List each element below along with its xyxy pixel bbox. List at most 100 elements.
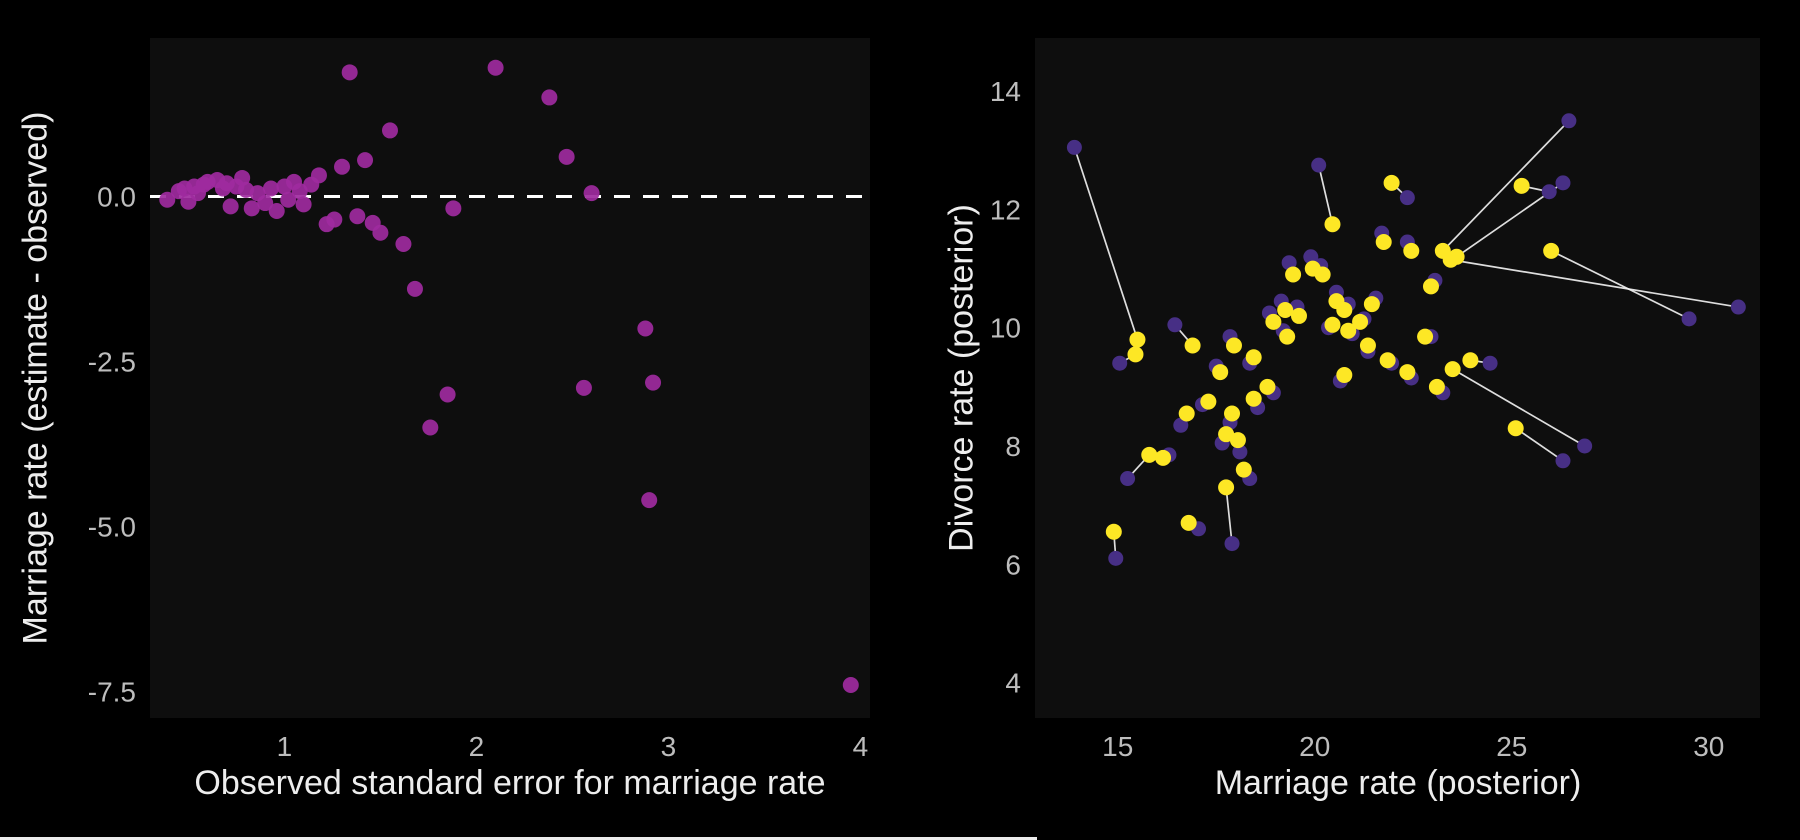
posterior-point xyxy=(1422,278,1439,295)
posterior-point xyxy=(1127,346,1144,363)
observed-point xyxy=(1555,453,1571,469)
posterior-point xyxy=(1141,446,1158,463)
x-tick-label: 20 xyxy=(1299,731,1330,762)
data-point xyxy=(439,386,456,403)
data-point xyxy=(575,379,592,396)
data-point xyxy=(382,122,398,139)
x-tick-label: 25 xyxy=(1496,731,1527,762)
data-point xyxy=(341,64,358,81)
posterior-point xyxy=(1417,328,1434,345)
posterior-point xyxy=(1340,322,1357,339)
y-axis-title-shrinkage: Divorce rate (posterior) xyxy=(942,204,981,552)
x-axis-title-shrinkage: Marriage rate (posterior) xyxy=(1214,764,1582,802)
x-axis-title-error: Observed standard error for marriage rat… xyxy=(194,764,826,802)
data-point xyxy=(372,224,389,241)
observed-point xyxy=(1173,417,1189,433)
posterior-point xyxy=(1105,523,1122,540)
x-tick-label: 3 xyxy=(661,731,677,762)
data-point xyxy=(310,167,327,184)
observed-point xyxy=(1482,355,1498,371)
data-point xyxy=(558,148,575,165)
pair-connector xyxy=(1515,427,1564,462)
posterior-point xyxy=(1444,361,1461,378)
x-tick-label: 4 xyxy=(853,731,869,762)
posterior-point xyxy=(1180,514,1197,531)
posterior-point xyxy=(1403,242,1420,259)
posterior-point xyxy=(1324,316,1341,333)
posterior-point xyxy=(1218,426,1235,443)
posterior-point xyxy=(1218,479,1235,496)
posterior-point xyxy=(1155,449,1172,466)
observed-point xyxy=(1561,113,1577,129)
observed-point xyxy=(1232,444,1248,460)
data-point xyxy=(334,158,350,175)
data-point xyxy=(445,200,462,217)
observed-point xyxy=(1167,317,1183,333)
shrinkage-scatter-svg: 15 20 25 30 4 6 8 10 12 14 xyxy=(990,38,1760,762)
observed-point xyxy=(1281,255,1297,271)
plot-panel xyxy=(150,38,870,718)
data-point xyxy=(637,320,654,337)
y-tick-label: 12 xyxy=(990,194,1021,225)
observed-point xyxy=(1730,299,1746,315)
posterior-point xyxy=(1235,461,1252,478)
observed-point xyxy=(1108,550,1124,566)
posterior-point xyxy=(1399,364,1416,381)
y-tick-label: 0.0 xyxy=(97,181,136,212)
posterior-point xyxy=(1513,177,1530,194)
panel-shrinkage-scatter: 15 20 25 30 4 6 8 10 12 14 Divorce rate (posterio… xyxy=(900,0,1800,840)
posterior-point xyxy=(1290,307,1307,324)
posterior-point xyxy=(1462,352,1479,369)
data-point xyxy=(487,59,504,76)
y-tick-label: 6 xyxy=(1005,549,1021,580)
panel-error-scatter: 1 2 3 4 0.0 -2.5 -5.0 -7.5 Marriage rate (estim… xyxy=(17,38,870,802)
y-tick-label: -2.5 xyxy=(88,346,136,377)
observed-point xyxy=(1303,249,1319,265)
x-tick-label: 30 xyxy=(1693,731,1724,762)
posterior-point xyxy=(1359,337,1376,354)
x-tick-label: 15 xyxy=(1102,731,1133,762)
y-tick-label: 10 xyxy=(990,313,1021,344)
data-point xyxy=(406,280,423,297)
posterior-point xyxy=(1543,242,1560,259)
posterior-point xyxy=(1229,432,1246,449)
posterior-point xyxy=(1265,313,1282,330)
observed-point xyxy=(1577,438,1593,454)
posterior-point xyxy=(1184,337,1201,354)
posterior-point xyxy=(1225,337,1242,354)
posterior-point xyxy=(1383,174,1400,191)
y-tick-label: 8 xyxy=(1005,431,1021,462)
data-point xyxy=(349,208,366,225)
data-point xyxy=(357,152,374,169)
observed-point xyxy=(1112,355,1128,371)
y-tick-label: -5.0 xyxy=(88,512,136,543)
data-point xyxy=(222,198,239,215)
posterior-point xyxy=(1259,378,1276,395)
posterior-point xyxy=(1245,349,1262,366)
data-point xyxy=(395,235,412,252)
data-point xyxy=(268,202,285,219)
pair-connector xyxy=(1073,147,1139,340)
data-point xyxy=(422,419,439,436)
posterior-point xyxy=(1200,393,1217,410)
posterior-point xyxy=(1279,328,1296,345)
x-tick-label: 1 xyxy=(277,731,293,762)
data-point xyxy=(295,196,312,213)
posterior-point xyxy=(1314,266,1331,283)
y-tick-label: 4 xyxy=(1005,668,1021,699)
posterior-point xyxy=(1212,364,1229,381)
data-point xyxy=(842,676,859,693)
observed-point xyxy=(1541,184,1557,200)
observed-point xyxy=(1681,311,1697,327)
posterior-point xyxy=(1428,378,1445,395)
pair-connector xyxy=(1452,368,1586,447)
posterior-point xyxy=(1245,390,1262,407)
posterior-point xyxy=(1363,296,1380,313)
data-point xyxy=(159,191,176,208)
data-point xyxy=(280,191,297,208)
pair-connector xyxy=(1550,250,1690,320)
posterior-point xyxy=(1352,313,1369,330)
x-tick-label: 2 xyxy=(469,731,485,762)
posterior-point xyxy=(1129,331,1146,348)
